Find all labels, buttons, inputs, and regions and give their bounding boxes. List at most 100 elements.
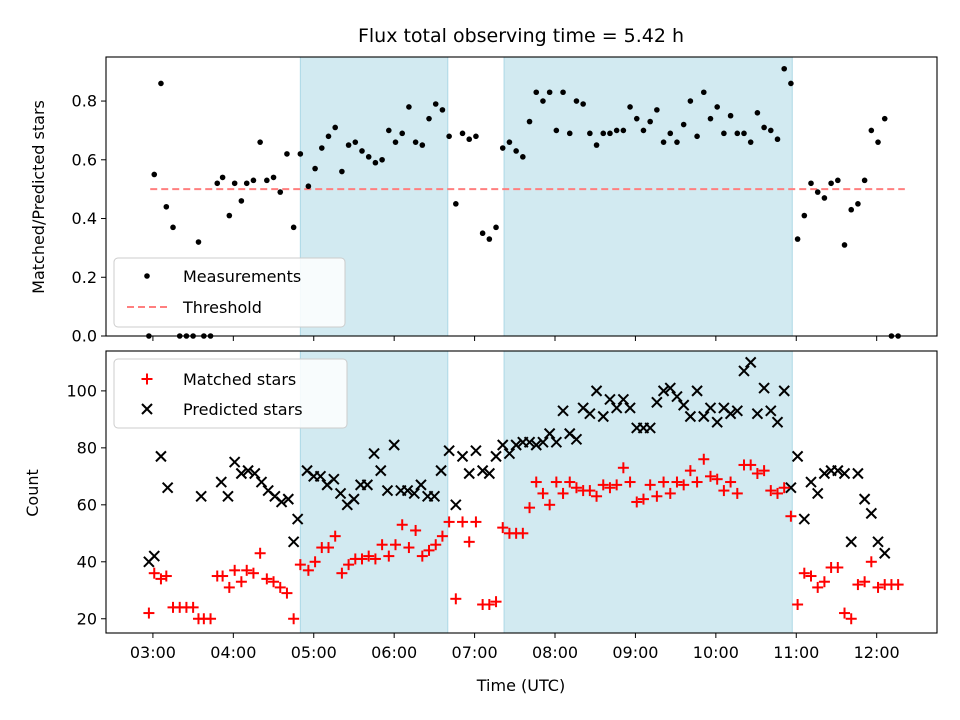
measurement-point — [243, 180, 250, 187]
top-shaded-intervals — [299, 56, 793, 337]
measurement-point — [553, 127, 560, 134]
y-tick-label: 40 — [77, 552, 97, 571]
measurement-point — [379, 156, 385, 163]
predicted-stars-point — [463, 467, 475, 480]
measurement-point — [297, 151, 304, 157]
measurement-point — [372, 159, 379, 166]
measurement-point — [526, 118, 533, 125]
matched-stars-point — [584, 485, 596, 497]
predicted-stars-point — [758, 382, 770, 394]
matched-stars-point — [698, 453, 710, 465]
matched-stars-point — [892, 579, 904, 591]
bottom-panel: 20 40 60 80 100 03:00 04:00 05:00 06:00 07:00 08:… — [23, 350, 938, 695]
shaded-interval — [503, 350, 793, 634]
predicted-stars-point — [812, 487, 824, 500]
y-tick-label: 0.4 — [72, 209, 97, 228]
measurement-point — [841, 242, 848, 248]
legend-x-glyph — [141, 403, 153, 415]
measurement-point — [580, 101, 586, 107]
y-tick-label: 0.0 — [72, 327, 97, 346]
measurement-point — [365, 154, 372, 160]
predicted-stars-point — [249, 467, 261, 480]
predicted-stars-point — [195, 490, 207, 502]
top-panel: Flux total observing time = 5.42 h 0.00.… — [29, 25, 938, 346]
x-axis-label: Time (UTC) — [476, 676, 565, 695]
predicted-stars-point — [334, 487, 347, 500]
measurement-point — [540, 98, 546, 104]
predicted-stars-point — [470, 444, 482, 457]
matched-stars-point — [758, 465, 770, 477]
chart-title: Flux total observing time = 5.42 h — [358, 25, 684, 47]
predicted-stars-point — [845, 536, 857, 548]
matched-stars-point — [268, 576, 280, 588]
measurement-point — [399, 130, 406, 137]
matched-stars-point — [336, 567, 348, 579]
matched-stars-point — [631, 496, 643, 508]
legend-label-measurements: Measurements — [183, 267, 301, 286]
matched-stars-point — [223, 581, 235, 593]
matched-stars-point — [604, 482, 616, 494]
measurement-point — [520, 154, 526, 160]
matched-stars-point — [658, 476, 670, 488]
matched-stars-point — [751, 467, 763, 479]
measurement-point — [238, 198, 245, 204]
matched-stars-point — [490, 596, 502, 608]
predicted-stars-point — [865, 507, 878, 520]
predicted-stars-point — [858, 493, 871, 505]
measurement-point — [560, 89, 566, 96]
predicted-stars-point — [691, 385, 703, 397]
predicted-stars-point — [435, 464, 447, 477]
measurement-point — [352, 139, 359, 145]
predicted-stars-point — [557, 405, 569, 417]
matched-stars-point — [261, 573, 273, 585]
top-axes-frame — [105, 56, 938, 337]
matched-stars-point — [785, 510, 797, 522]
predicted-stars-point — [785, 482, 797, 494]
predicted-stars-point — [368, 447, 380, 460]
top-legend: Measurements Threshold — [113, 257, 346, 328]
top-y-ticks: 0.0 0.2 0.4 0.6 0.8 — [72, 92, 106, 346]
matched-stars-point — [281, 587, 293, 599]
x-tick-label: 11:00 — [773, 643, 819, 662]
predicted-stars-point — [624, 402, 636, 414]
measurement-point — [647, 118, 653, 125]
predicted-stars-point — [456, 450, 469, 463]
predicted-stars-point — [617, 393, 630, 406]
predicted-stars-point — [381, 484, 394, 497]
matched-stars-point — [470, 516, 482, 528]
predicted-stars-point — [771, 416, 784, 428]
predicted-stars-point — [428, 490, 441, 502]
measurement-point — [466, 136, 473, 143]
measurement-point — [339, 168, 345, 175]
matched-stars-point — [812, 581, 824, 593]
matched-stars-point — [363, 550, 375, 562]
matched-stars-point — [187, 601, 199, 613]
measurement-point — [386, 127, 392, 134]
matched-stars-series — [143, 453, 904, 625]
matched-stars-point — [718, 485, 730, 497]
matched-stars-point — [859, 576, 871, 588]
predicted-stars-point — [510, 439, 522, 451]
measurement-point — [270, 174, 277, 181]
predicted-stars-point — [879, 547, 891, 559]
measurement-point — [734, 130, 741, 137]
predicted-stars-point — [711, 416, 723, 428]
matched-stars-point — [396, 519, 408, 531]
measurement-point — [754, 110, 761, 116]
matched-stars-point — [148, 567, 160, 579]
top-x-ticks — [152, 336, 878, 341]
predicted-stars-point — [155, 450, 167, 463]
measurement-point — [620, 127, 627, 134]
matched-stars-point — [309, 556, 321, 568]
predicted-stars-point — [664, 382, 676, 394]
measurement-point — [226, 212, 233, 219]
predicted-stars-point — [242, 464, 254, 477]
measurement-point — [700, 89, 707, 96]
matched-stars-point — [597, 479, 609, 491]
top-legend-box — [113, 257, 346, 328]
y-tick-label: 20 — [77, 609, 97, 628]
predicted-stars-point — [765, 405, 777, 417]
measurement-point — [848, 206, 855, 213]
measurement-point — [600, 130, 607, 137]
predicted-stars-point — [161, 482, 174, 494]
